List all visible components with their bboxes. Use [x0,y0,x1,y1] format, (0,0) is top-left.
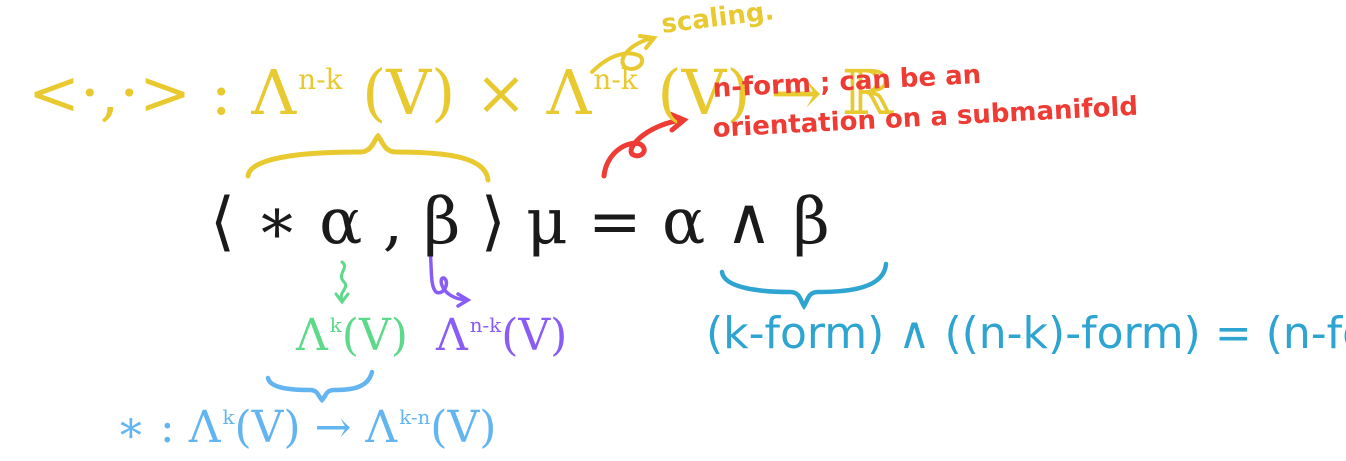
form-degree-statement: (k-form) ∧ ((n-k)-form) = (n-form) [706,308,1346,359]
yellow-brace [245,132,491,183]
blue-brace [265,369,375,404]
green-arrow [339,260,348,302]
pairing-exponent-2: n-k [593,62,638,96]
pairing-middle: (V) × Λ [342,56,592,129]
purple-arrow [428,248,468,302]
red-note-arrow [601,117,685,179]
hodge-star-equation: ⟨ ∗ α , β ⟩ μ = α ∧ β [210,185,830,259]
purple-lambda: Λ [436,310,468,361]
star-argument: (V) [430,402,497,453]
star-exponent-1: k [222,406,235,430]
green-argument: (V) [341,310,408,361]
pairing-end: (V) → ℝ [637,56,894,129]
teal-brace [719,261,889,311]
pairing-start: <·,·> : Λ [28,56,297,129]
pairing-exponent-1: n-k [298,62,343,96]
star-exponent-2: k-n [399,406,431,430]
purple-argument: (V) [501,310,568,361]
star-lhs: ∗ : Λ [116,402,221,453]
purple-exponent: n-k [469,314,502,338]
green-lambda: Λ [296,310,328,361]
star-middle: (V) → Λ [234,402,398,453]
yellow-scaling-arrow [590,36,654,74]
pairing-definition: <·,·> : Λn-k (V) × Λn-k (V) → ℝ [28,62,893,124]
green-exponent: k [329,314,342,338]
